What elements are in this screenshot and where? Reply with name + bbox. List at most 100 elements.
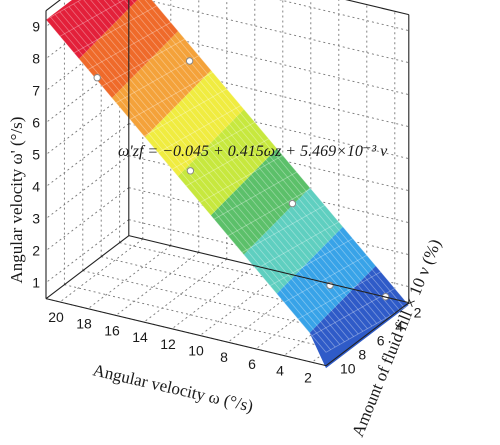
surface-mesh-line: [283, 254, 367, 303]
grid-line-z: [45, 155, 130, 220]
surface-mesh-line: [59, 0, 125, 37]
z-tick-label: 4: [32, 179, 40, 195]
y-tick-label: 6: [377, 333, 385, 349]
y-tick-label: 10: [340, 361, 356, 377]
x-tick-label: 8: [220, 349, 228, 365]
surface-mesh-line: [73, 3, 354, 337]
surface-mesh-line: [101, 38, 185, 87]
surface-band: [111, 31, 212, 138]
surface-mesh-line: [137, 0, 400, 311]
z-tick-label: 9: [32, 19, 40, 35]
measured-point: [288, 199, 297, 208]
x-tick-label: 16: [104, 322, 120, 338]
surface-mesh-line: [255, 221, 339, 270]
grid-line-z: [45, 0, 124, 60]
surface-mesh-line: [157, 105, 241, 154]
y-tick-label: 4: [395, 319, 403, 335]
grid-line-z: [45, 187, 130, 252]
surface-mesh-line: [171, 121, 255, 170]
grid-line-x: [87, 245, 172, 310]
surface-mesh-line: [64, 8, 345, 343]
surface-mesh-line: [297, 271, 381, 320]
surface-mesh-line: [269, 238, 353, 287]
surface-mesh-line: [90, 0, 368, 329]
grid-line-x: [171, 265, 256, 330]
grid-line-x: [283, 292, 368, 356]
surface-mesh-line: [117, 0, 387, 319]
surface-band: [210, 148, 310, 255]
grid-layer: [45, 0, 409, 367]
grid-line-x: [143, 258, 228, 323]
surface-mesh-line: [144, 0, 405, 308]
grid-line-x: [227, 278, 312, 343]
x-tick-label: 18: [76, 316, 92, 332]
surface-mesh-line: [129, 71, 213, 120]
y-tick-label: 2: [414, 305, 422, 321]
axis-frame-edge: [128, 235, 409, 304]
surface-mesh-line: [185, 138, 269, 187]
grid-line-z: [45, 123, 130, 188]
x-tick-label: 12: [160, 336, 176, 352]
measured-point: [185, 57, 194, 65]
x-axis-label: Angular velocity ω (°/s): [91, 360, 255, 415]
x-tick-label: 6: [248, 356, 256, 372]
surface-mesh-line: [151, 0, 410, 306]
surface-mesh-line: [199, 155, 283, 203]
x-tick-label: 2: [304, 369, 312, 385]
x-tick-label: 10: [188, 343, 204, 359]
equation-annotation: ω'zf = −0.045 + 0.415ωz + 5.469×10⁻³ ν: [118, 143, 388, 160]
surface-mesh-line: [45, 19, 327, 353]
axis-frame-edge: [325, 302, 410, 367]
surface-mesh-line: [131, 0, 396, 314]
grid-line-z: [45, 27, 130, 92]
z-tick-label: 5: [32, 147, 40, 163]
surface-mesh-line: [213, 171, 297, 220]
frame-layer: [45, 0, 410, 367]
surface-band: [46, 0, 138, 59]
surface-mesh-line: [54, 14, 336, 348]
x-tick-label: 4: [276, 363, 284, 379]
grid-line-x: [199, 272, 284, 336]
surface-band: [177, 109, 277, 216]
surface-mesh-line: [110, 0, 382, 322]
x-tick-label: 20: [48, 309, 64, 325]
surface-mesh-line: [143, 88, 227, 137]
z-axis-label: Angular velocity ω' (°/s): [7, 117, 26, 284]
grid-line-z: [45, 91, 130, 156]
surface-band: [243, 187, 343, 294]
surface-mesh-line: [68, 6, 350, 340]
surface-mesh-line: [103, 0, 377, 324]
measured-point: [93, 74, 101, 82]
z-tick-label: 7: [32, 83, 40, 99]
axis-frame-edge: [45, 0, 61, 12]
surface-layer: [45, 0, 410, 369]
surface-mesh-line: [96, 0, 373, 327]
surface-mesh-line: [45, 0, 82, 21]
axis-frame-edge: [345, 0, 409, 16]
grid-line-x: [115, 252, 200, 316]
surface-mesh-line: [241, 204, 325, 253]
surface-mesh-line: [73, 5, 157, 54]
grid-line-z: [45, 59, 130, 124]
grid-line-z: [45, 219, 130, 284]
surface-mesh-line: [87, 22, 171, 70]
surface-mesh-line: [124, 0, 391, 316]
surface-band: [309, 265, 409, 369]
axis-frame-edge: [45, 298, 327, 367]
y-tick-label: 8: [358, 347, 366, 363]
z-tick-label: 3: [32, 211, 40, 227]
surface-band: [144, 70, 244, 177]
grid-line-x: [255, 285, 340, 350]
axis-frame-edge: [45, 235, 130, 300]
surface-mesh-line: [50, 16, 331, 350]
z-tick-label: 1: [32, 275, 40, 291]
surface-mesh-line: [77, 1, 359, 335]
grid-line-x: [59, 238, 144, 303]
x-tick-label: 14: [132, 329, 148, 345]
measured-point: [186, 167, 195, 175]
z-tick-label: 8: [32, 51, 40, 67]
surface-mesh-line: [83, 0, 364, 332]
z-tick-label: 6: [32, 115, 40, 131]
